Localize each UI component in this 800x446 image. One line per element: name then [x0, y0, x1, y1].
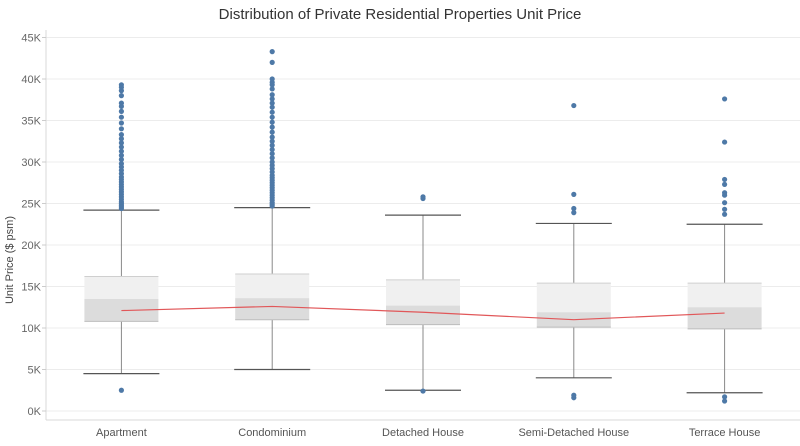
- outlier-points: [118, 49, 728, 404]
- outlier-point: [118, 140, 124, 146]
- average-line: [121, 305, 725, 321]
- outlier-point: [118, 108, 124, 114]
- y-tick-label: 25K: [21, 199, 41, 211]
- y-tick-label: 10K: [21, 323, 41, 335]
- outlier-point: [269, 114, 275, 120]
- box-upper-quartile: [386, 279, 460, 306]
- outlier-point: [269, 104, 275, 110]
- y-tick-label: 40K: [21, 74, 41, 86]
- outlier-point: [571, 392, 577, 398]
- x-category-label: Detached House: [382, 427, 464, 439]
- outlier-point: [571, 102, 577, 109]
- outlier-point: [269, 76, 275, 82]
- outlier-point: [269, 86, 275, 92]
- x-category-label: Terrace House: [689, 427, 761, 439]
- outlier-point: [118, 136, 124, 142]
- outlier-point: [118, 93, 124, 99]
- outlier-point: [118, 82, 124, 88]
- outlier-point: [269, 155, 275, 161]
- y-tick-label: 20K: [21, 240, 41, 252]
- outlier-point: [118, 156, 124, 163]
- outlier-point: [269, 138, 275, 144]
- outlier-point: [722, 181, 728, 188]
- outlier-point: [118, 144, 124, 150]
- outlier-point: [269, 100, 275, 106]
- outlier-point: [571, 205, 577, 212]
- x-category-label: Condominium: [238, 427, 306, 439]
- outlier-point: [571, 191, 577, 197]
- outlier-point: [722, 394, 728, 400]
- outlier-point: [420, 388, 426, 394]
- outlier-point: [118, 387, 124, 393]
- box-lower-quartile: [235, 298, 310, 320]
- outlier-point: [118, 120, 124, 126]
- outlier-point: [269, 124, 275, 130]
- outlier-point: [269, 109, 275, 115]
- outlier-point: [118, 132, 124, 138]
- box-series: [83, 207, 763, 394]
- outlier-point: [722, 190, 728, 196]
- outlier-point: [118, 148, 124, 154]
- outlier-point: [269, 119, 275, 125]
- outlier-point: [420, 194, 426, 200]
- outlier-point: [571, 210, 577, 216]
- outlier-point: [118, 100, 124, 106]
- x-axis: Apartment Condominium Detached House Semi-D…: [96, 427, 760, 439]
- outlier-point: [118, 161, 124, 167]
- outlier-point: [722, 211, 728, 217]
- outlier-point: [269, 92, 275, 98]
- box-upper-quartile: [536, 283, 611, 313]
- outlier-point: [269, 134, 275, 140]
- outlier-point: [269, 142, 275, 148]
- outlier-point: [269, 59, 275, 65]
- outlier-point: [722, 206, 728, 212]
- y-tick-label: 35K: [21, 116, 41, 128]
- box-lower-quartile: [386, 305, 460, 325]
- y-tick-label: 45K: [21, 33, 41, 45]
- outlier-point: [118, 114, 124, 120]
- outlier-point: [269, 159, 275, 165]
- y-tick-label: 30K: [21, 157, 41, 169]
- outlier-point: [269, 129, 275, 135]
- y-tick-label: 5K: [28, 365, 42, 377]
- box-upper-quartile: [687, 283, 762, 308]
- outlier-point: [269, 96, 275, 102]
- outlier-point: [118, 152, 124, 158]
- y-axis: 0K 5K 10K 15K 20K 25K 30K 35K 40K 45K: [21, 30, 800, 421]
- box-lower-quartile: [687, 307, 762, 329]
- outlier-point: [118, 126, 124, 132]
- box-upper-quartile: [235, 274, 310, 299]
- outlier-point: [269, 151, 275, 157]
- outlier-point: [722, 398, 728, 404]
- outlier-point: [722, 200, 728, 206]
- x-category-label: Apartment: [96, 427, 147, 439]
- chart-title: Distribution of Private Residential Prop…: [218, 6, 582, 23]
- y-tick-label: 0K: [28, 406, 42, 418]
- outlier-point: [722, 139, 728, 145]
- x-category-label: Semi-Detached House: [518, 427, 629, 439]
- outlier-point: [722, 96, 728, 102]
- outlier-point: [269, 146, 275, 153]
- y-axis-title: Unit Price ($ psm): [4, 216, 16, 304]
- box-upper-quartile: [84, 276, 159, 299]
- y-tick-label: 15K: [21, 282, 41, 294]
- outlier-point: [269, 49, 275, 55]
- outlier-point: [722, 176, 728, 183]
